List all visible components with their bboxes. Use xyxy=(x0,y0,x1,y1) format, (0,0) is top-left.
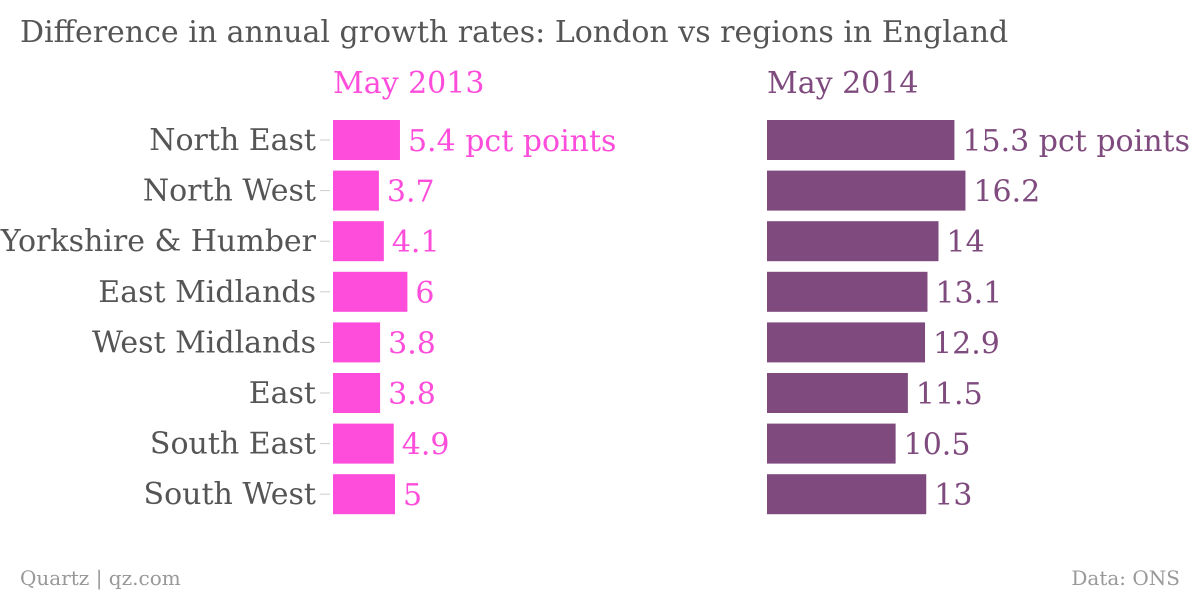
category-label: South East xyxy=(150,427,316,462)
data-label: 11.5 xyxy=(916,377,983,412)
bar xyxy=(767,373,908,413)
data-label: 5 xyxy=(403,478,422,513)
panel-may-2014: May 2014 15.3 pct points 16.2 14 13.1 12.9 11.… xyxy=(767,66,1190,515)
data-label: 3.8 xyxy=(388,326,436,361)
category-label: East xyxy=(249,376,316,411)
bar xyxy=(767,322,926,363)
category-label: North East xyxy=(149,123,316,158)
data-label: 3.8 xyxy=(388,377,436,412)
category-label: North West xyxy=(143,174,316,209)
bar xyxy=(333,423,394,464)
data-label: 16.2 xyxy=(973,175,1040,210)
data-label: 14 xyxy=(947,225,985,260)
chart-title: Difference in annual growth rates: Londo… xyxy=(20,15,1008,50)
series-heading: May 2013 xyxy=(333,66,484,101)
bar xyxy=(333,170,379,211)
category-label: East Midlands xyxy=(98,275,316,310)
category-axis: North East North West Yorkshire & Humber Ea… xyxy=(0,123,330,512)
bar xyxy=(333,221,384,262)
series-heading: May 2014 xyxy=(767,66,918,101)
category-label: Yorkshire & Humber xyxy=(0,224,317,259)
data-label: 4.1 xyxy=(392,225,440,260)
category-label: South West xyxy=(144,477,316,512)
data-label: 10.5 xyxy=(904,428,971,463)
panel-may-2013: May 2013 5.4 pct points 3.7 4.1 6 3.8 3.8 4.9 5 xyxy=(333,66,616,515)
data-label: 12.9 xyxy=(933,326,1000,361)
data-label: 13.1 xyxy=(935,276,1002,311)
bar xyxy=(767,474,927,515)
data-label: 6 xyxy=(415,276,434,311)
bar xyxy=(767,423,896,464)
bar xyxy=(333,120,400,160)
bar xyxy=(333,373,381,413)
footer-credit: Quartz | qz.com xyxy=(20,566,181,591)
bar xyxy=(767,271,928,312)
data-label: 3.7 xyxy=(387,175,435,210)
category-label: West Midlands xyxy=(92,325,316,360)
bar xyxy=(767,221,939,262)
footer-source: Data: ONS xyxy=(1071,566,1180,590)
bar xyxy=(333,474,395,515)
bar xyxy=(333,322,381,363)
data-label: 15.3 pct points xyxy=(962,124,1190,159)
bar xyxy=(333,271,408,312)
data-label: 13 xyxy=(934,478,972,513)
data-label: 5.4 pct points xyxy=(408,124,616,159)
data-label: 4.9 xyxy=(402,428,450,463)
bar xyxy=(767,170,966,211)
bar xyxy=(767,120,955,160)
